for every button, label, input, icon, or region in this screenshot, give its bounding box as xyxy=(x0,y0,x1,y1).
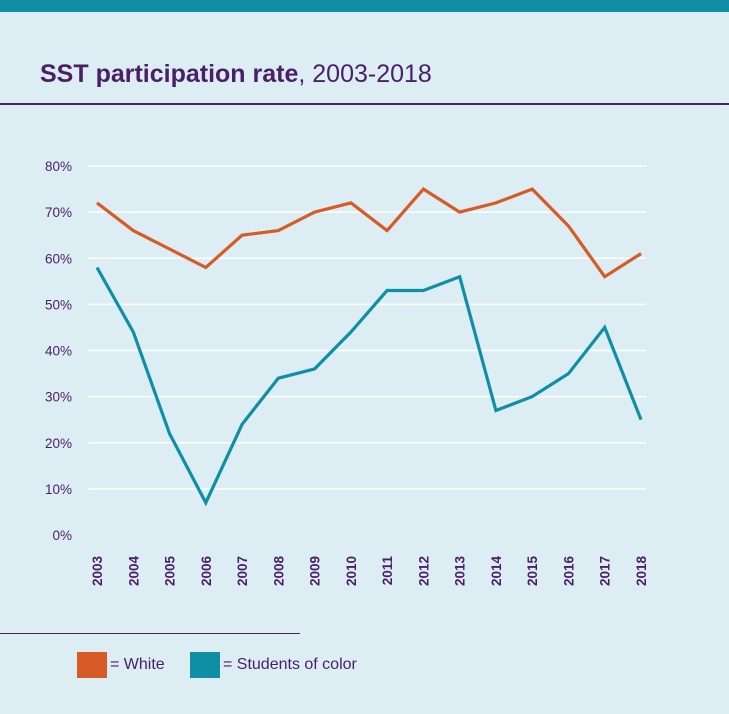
title-divider xyxy=(0,103,729,105)
line-chart: 0%10%20%30%40%50%60%70%80% 2003 2004 2005 2… xyxy=(45,159,649,587)
y-tick-label: 0% xyxy=(52,528,72,543)
x-tick-label: 2010 xyxy=(344,556,359,586)
x-tick-label: 2018 xyxy=(634,556,649,587)
legend-divider xyxy=(0,633,300,634)
legend-item-white: = White xyxy=(77,652,165,678)
x-tick-label: 2014 xyxy=(489,556,504,587)
x-tick-label: 2015 xyxy=(525,556,540,587)
y-tick-label: 60% xyxy=(45,251,72,266)
x-tick-label: 2012 xyxy=(416,556,431,586)
x-tick-label: 2011 xyxy=(380,556,395,586)
y-axis-ticks: 0% 10% 20% 30% 40% 50% 60% 70% 80% xyxy=(45,159,72,543)
legend-swatch-white xyxy=(77,652,107,678)
series-lines xyxy=(95,187,643,507)
legend-item-students-of-color: = Students of color xyxy=(190,652,357,678)
x-tick-label: 2009 xyxy=(308,556,323,586)
x-tick-label: 2005 xyxy=(163,556,178,587)
gridlines xyxy=(88,165,646,490)
chart-title-main: SST participation rate xyxy=(40,60,299,88)
x-tick-label: 2006 xyxy=(199,556,214,587)
legend-label-white: = White xyxy=(110,656,165,673)
x-tick-label: 2004 xyxy=(126,556,141,587)
x-tick-label: 2008 xyxy=(271,556,286,587)
x-axis-ticks: 2003 2004 2005 2006 2007 2008 2009 2010 2011 2012… xyxy=(90,556,649,587)
x-tick-label: 2007 xyxy=(235,556,250,586)
y-tick-label: 80% xyxy=(45,159,72,174)
y-tick-label: 10% xyxy=(45,482,72,497)
x-tick-label: 2016 xyxy=(561,556,576,587)
x-tick-label: 2017 xyxy=(598,556,613,586)
series-line-students-of-color xyxy=(95,266,643,507)
series-line-white xyxy=(96,187,642,279)
y-tick-label: 40% xyxy=(45,344,72,359)
y-tick-label: 30% xyxy=(45,390,72,405)
x-tick-label: 2003 xyxy=(90,556,105,587)
y-tick-label: 50% xyxy=(45,297,72,312)
legend-swatch-students-of-color xyxy=(190,652,220,678)
top-accent-bar xyxy=(0,0,729,12)
y-tick-label: 20% xyxy=(45,436,72,451)
chart-title-range: , 2003-2018 xyxy=(298,60,432,88)
x-tick-label: 2013 xyxy=(453,556,468,587)
legend-label-students-of-color: = Students of color xyxy=(223,656,357,673)
chart-title: SST participation rate, 2003-2018 xyxy=(40,60,432,89)
y-tick-label: 70% xyxy=(45,205,72,220)
